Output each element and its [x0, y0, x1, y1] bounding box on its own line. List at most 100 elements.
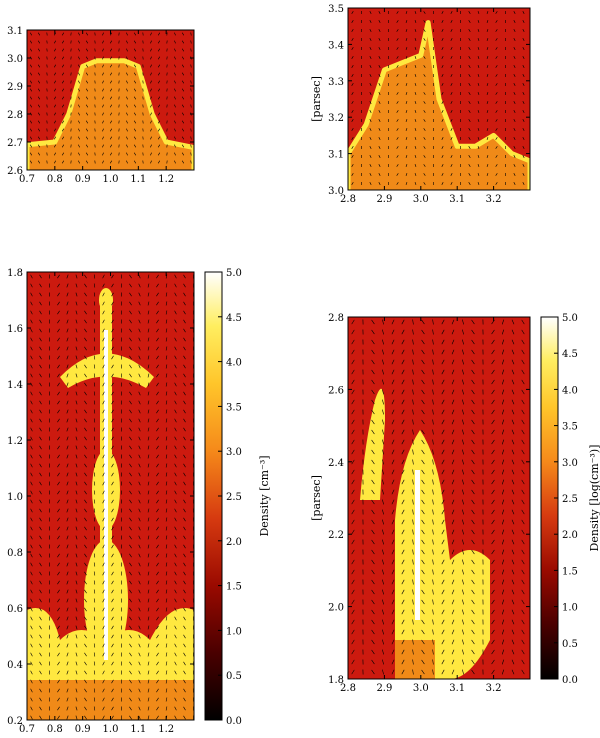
velocity-arrow	[511, 509, 515, 515]
velocity-arrow	[471, 419, 475, 425]
velocity-arrow	[471, 389, 475, 395]
colorbar-tick-label: 2.5	[226, 492, 242, 503]
velocity-arrow	[486, 154, 489, 159]
velocity-arrow	[57, 580, 60, 585]
velocity-arrow	[126, 128, 128, 132]
velocity-arrow	[421, 659, 425, 665]
velocity-arrow	[147, 454, 150, 459]
velocity-arrow	[183, 463, 186, 468]
velocity-arrow	[491, 409, 495, 415]
velocity-arrow	[371, 319, 375, 325]
velocity-arrow	[412, 489, 414, 495]
velocity-arrow	[491, 499, 495, 505]
velocity-arrow	[75, 499, 78, 504]
velocity-arrow	[181, 160, 185, 164]
velocity-arrow	[147, 706, 150, 711]
velocity-arrow	[513, 92, 516, 95]
velocity-arrow	[93, 517, 96, 522]
velocity-arrow	[129, 373, 132, 378]
velocity-arrow	[150, 32, 152, 36]
velocity-arrow	[78, 128, 80, 132]
velocity-arrow	[102, 517, 105, 522]
velocity-arrow	[156, 328, 159, 333]
velocity-arrow	[477, 154, 480, 159]
velocity-arrow	[491, 509, 495, 515]
velocity-arrow	[421, 429, 425, 435]
velocity-arrow	[369, 101, 372, 104]
velocity-arrow	[382, 379, 384, 385]
velocity-arrow	[432, 389, 434, 395]
velocity-arrow	[382, 589, 384, 595]
velocity-arrow	[174, 652, 177, 657]
velocity-arrow	[405, 136, 408, 141]
velocity-arrow	[165, 688, 168, 693]
velocity-arrow	[471, 539, 475, 545]
velocity-arrow	[421, 539, 425, 545]
velocity-arrow	[511, 399, 515, 405]
velocity-arrow	[486, 163, 489, 168]
density-blob	[415, 470, 420, 620]
velocity-arrow	[102, 283, 105, 288]
velocity-arrow	[61, 40, 65, 44]
velocity-arrow	[102, 64, 104, 68]
velocity-arrow	[156, 598, 159, 603]
velocity-arrow	[351, 429, 355, 435]
velocity-arrow	[501, 569, 505, 575]
velocity-arrow	[57, 472, 60, 477]
velocity-arrow	[441, 529, 445, 535]
velocity-arrow	[451, 649, 455, 655]
velocity-arrow	[477, 64, 480, 69]
x-tick-label: 3.2	[486, 194, 502, 205]
velocity-arrow	[414, 10, 417, 15]
velocity-arrow	[401, 409, 405, 415]
velocity-arrow	[401, 569, 405, 575]
velocity-arrow	[183, 697, 186, 702]
x-tick-label: 0.7	[19, 724, 35, 735]
velocity-arrow	[183, 499, 186, 504]
velocity-arrow	[147, 283, 150, 288]
velocity-arrow	[109, 88, 113, 92]
velocity-arrow	[450, 164, 453, 167]
velocity-arrow	[432, 619, 434, 625]
velocity-arrow	[78, 48, 80, 52]
velocity-arrow	[391, 389, 395, 395]
velocity-arrow	[102, 310, 105, 315]
velocity-arrow	[183, 661, 186, 666]
velocity-arrow	[54, 96, 56, 100]
velocity-arrow	[111, 589, 114, 594]
velocity-arrow	[111, 634, 114, 639]
velocity-arrow	[39, 679, 42, 684]
velocity-arrow	[174, 337, 177, 342]
velocity-arrow	[66, 562, 69, 567]
velocity-arrow	[138, 526, 141, 531]
velocity-arrow	[129, 499, 132, 504]
velocity-arrow	[75, 706, 78, 711]
velocity-arrow	[441, 101, 444, 104]
velocity-arrow	[491, 359, 495, 365]
velocity-arrow	[190, 160, 192, 164]
velocity-arrow	[84, 373, 87, 378]
plot-frame	[347, 7, 531, 191]
velocity-arrow	[521, 319, 525, 325]
velocity-arrow	[102, 80, 104, 84]
velocity-arrow	[396, 173, 399, 176]
velocity-arrow	[421, 629, 425, 635]
velocity-arrow	[486, 136, 489, 141]
velocity-arrow	[351, 529, 355, 535]
velocity-arrow	[521, 639, 525, 645]
velocity-arrow	[174, 310, 177, 315]
velocity-arrow	[102, 40, 104, 44]
velocity-arrow	[102, 472, 105, 477]
velocity-arrow	[75, 346, 78, 351]
velocity-arrow	[511, 649, 515, 655]
velocity-arrow	[57, 463, 60, 468]
velocity-arrow	[138, 625, 141, 630]
velocity-arrow	[102, 328, 105, 333]
velocity-arrow	[378, 146, 381, 149]
velocity-vectors	[30, 32, 192, 164]
velocity-arrow	[109, 64, 113, 68]
velocity-arrow	[66, 427, 69, 432]
velocity-arrow	[401, 439, 405, 445]
velocity-arrow	[513, 137, 516, 140]
velocity-arrow	[501, 609, 505, 615]
